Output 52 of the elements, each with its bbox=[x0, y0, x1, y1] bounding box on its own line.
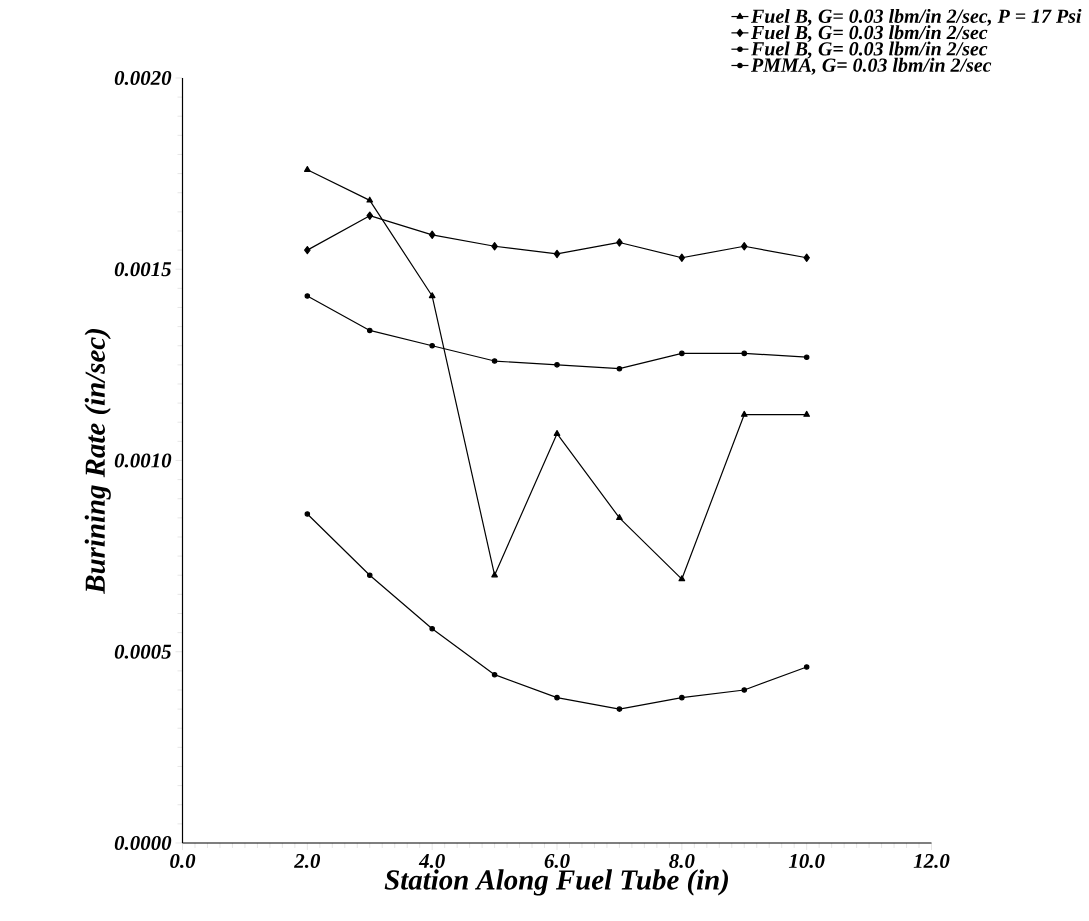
point bbox=[679, 350, 685, 357]
point bbox=[429, 625, 435, 632]
point bbox=[366, 211, 374, 220]
y-tick-label: 0.0020 bbox=[114, 70, 172, 86]
point bbox=[491, 571, 498, 578]
y-axis-title: Burining Rate (in/sec) bbox=[84, 329, 111, 594]
point bbox=[616, 365, 623, 372]
point bbox=[803, 354, 810, 360]
legend-label: Fuel B, G= 0.03 lbm/in 2/sec, P = 17 Psi bbox=[751, 8, 1082, 26]
point bbox=[428, 292, 436, 299]
point bbox=[428, 230, 436, 239]
point bbox=[366, 196, 374, 203]
x-tick-label: 2.0 bbox=[294, 853, 321, 869]
point bbox=[554, 362, 560, 368]
point bbox=[740, 242, 748, 251]
point bbox=[366, 327, 373, 334]
point bbox=[741, 687, 748, 693]
point bbox=[803, 664, 810, 670]
point bbox=[304, 511, 311, 517]
x-tick-label: 12.0 bbox=[913, 853, 950, 869]
point bbox=[553, 429, 561, 436]
x-tick-label: 0.0 bbox=[170, 853, 196, 869]
point bbox=[678, 575, 686, 582]
point bbox=[616, 238, 623, 247]
point bbox=[678, 253, 686, 262]
x-tick-label: 10.0 bbox=[788, 853, 825, 869]
point bbox=[491, 358, 498, 364]
point bbox=[803, 253, 810, 262]
x-axis-title: Station Along Fuel Tube (in) bbox=[384, 869, 728, 896]
y-tick-label: 0.0010 bbox=[114, 453, 172, 468]
point bbox=[491, 671, 498, 678]
point bbox=[616, 514, 623, 521]
y-tick-label: 0.0000 bbox=[114, 835, 172, 851]
point bbox=[491, 242, 498, 251]
x-tick-label: 6.0 bbox=[544, 853, 570, 869]
point bbox=[366, 572, 373, 579]
point bbox=[429, 342, 435, 349]
point bbox=[616, 706, 623, 712]
y-tick-label: 0.0005 bbox=[114, 644, 172, 659]
point bbox=[304, 245, 311, 255]
y-tick-label: 0.0015 bbox=[114, 262, 172, 277]
point bbox=[679, 694, 685, 701]
point bbox=[304, 293, 311, 299]
point bbox=[554, 694, 560, 701]
point bbox=[741, 350, 748, 357]
x-tick-label: 4.0 bbox=[418, 853, 445, 869]
point bbox=[553, 249, 561, 259]
point bbox=[740, 410, 748, 417]
legend-label: PMMA, G= 0.03 lbm/in 2/sec bbox=[751, 57, 992, 75]
x-tick-label: 8.0 bbox=[669, 853, 695, 869]
point bbox=[803, 410, 811, 417]
point bbox=[303, 165, 311, 172]
